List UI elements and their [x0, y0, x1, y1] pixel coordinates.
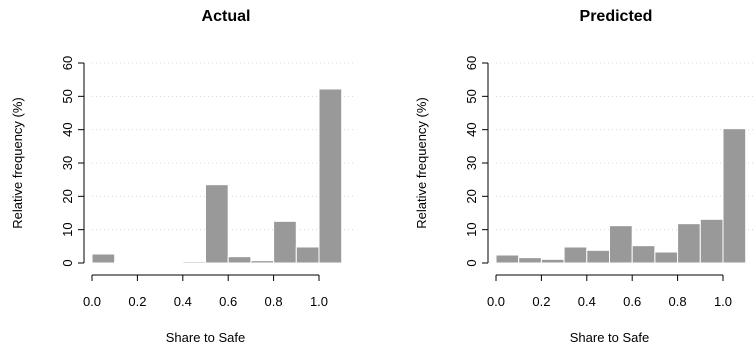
histogram-bar — [586, 249, 610, 264]
x-axis-label: Share to Safe — [166, 330, 246, 345]
y-tick-label: 10 — [60, 222, 75, 236]
histogram-bar — [159, 261, 184, 264]
x-tick-label: 0.6 — [219, 294, 237, 309]
histogram-bar — [273, 220, 297, 264]
actual-panel: Actual 0 10 20 30 40 50 60 0.0 0.2 0.4 0.6 0.8 1.0 Sha… — [10, 8, 354, 345]
x-tick-label: 0.4 — [578, 294, 596, 309]
histogram-bar — [295, 246, 320, 264]
histogram-bar — [677, 223, 701, 264]
y-tick-label: 20 — [464, 189, 479, 203]
x-tick-label: 0.2 — [128, 294, 146, 309]
y-tick-label: 30 — [60, 156, 75, 170]
histogram-bar — [540, 258, 565, 264]
y-tick-label: 40 — [60, 122, 75, 136]
y-tick-label: 60 — [464, 56, 479, 70]
x-tick-label: 0.8 — [265, 294, 283, 309]
y-tick-label: 40 — [464, 122, 479, 136]
y-axis-label: Relative frequency (%) — [10, 97, 25, 229]
y-tick-label: 30 — [464, 156, 479, 170]
chart-title: Predicted — [580, 8, 653, 25]
histogram-bar — [631, 245, 656, 264]
x-tick-label: 0.0 — [83, 294, 101, 309]
x-tick-label: 0.6 — [623, 294, 641, 309]
x-tick-label: 0.2 — [532, 294, 550, 309]
chart-title: Actual — [202, 8, 251, 25]
histogram-bar — [136, 261, 161, 264]
y-tick-label: 0 — [464, 259, 479, 266]
histogram-bar — [654, 251, 679, 264]
histogram-bar — [722, 128, 747, 264]
histogram-bar — [495, 254, 520, 264]
x-tick-label: 0.8 — [669, 294, 687, 309]
histogram-bar — [114, 261, 138, 264]
histogram-bar — [318, 88, 343, 264]
x-tick-label: 1.0 — [714, 294, 732, 309]
y-tick-label: 10 — [464, 222, 479, 236]
y-tick-label: 0 — [60, 259, 75, 266]
histogram-bar — [250, 260, 275, 264]
histogram-bar — [699, 218, 724, 264]
y-tick-label: 20 — [60, 189, 75, 203]
histogram-bar — [91, 253, 116, 264]
x-tick-label: 0.0 — [487, 294, 505, 309]
x-axis-label: Share to Safe — [570, 330, 650, 345]
histogram-bar — [205, 184, 229, 264]
y-tick-label: 50 — [464, 89, 479, 103]
histogram-bar — [182, 261, 207, 264]
y-tick-label: 50 — [60, 89, 75, 103]
y-axis-label: Relative frequency (%) — [414, 97, 429, 229]
y-tick-label: 60 — [60, 56, 75, 70]
x-tick-label: 1.0 — [310, 294, 328, 309]
histogram-bar — [227, 256, 252, 264]
x-tick-label: 0.4 — [174, 294, 192, 309]
histogram-bar — [563, 246, 588, 264]
predicted-panel: Predicted 0 10 20 30 40 50 60 0.0 0.2 0.4 0.6 0.8 1.0… — [414, 8, 755, 345]
histogram-bar — [609, 225, 633, 264]
histogram-bar — [518, 257, 542, 264]
